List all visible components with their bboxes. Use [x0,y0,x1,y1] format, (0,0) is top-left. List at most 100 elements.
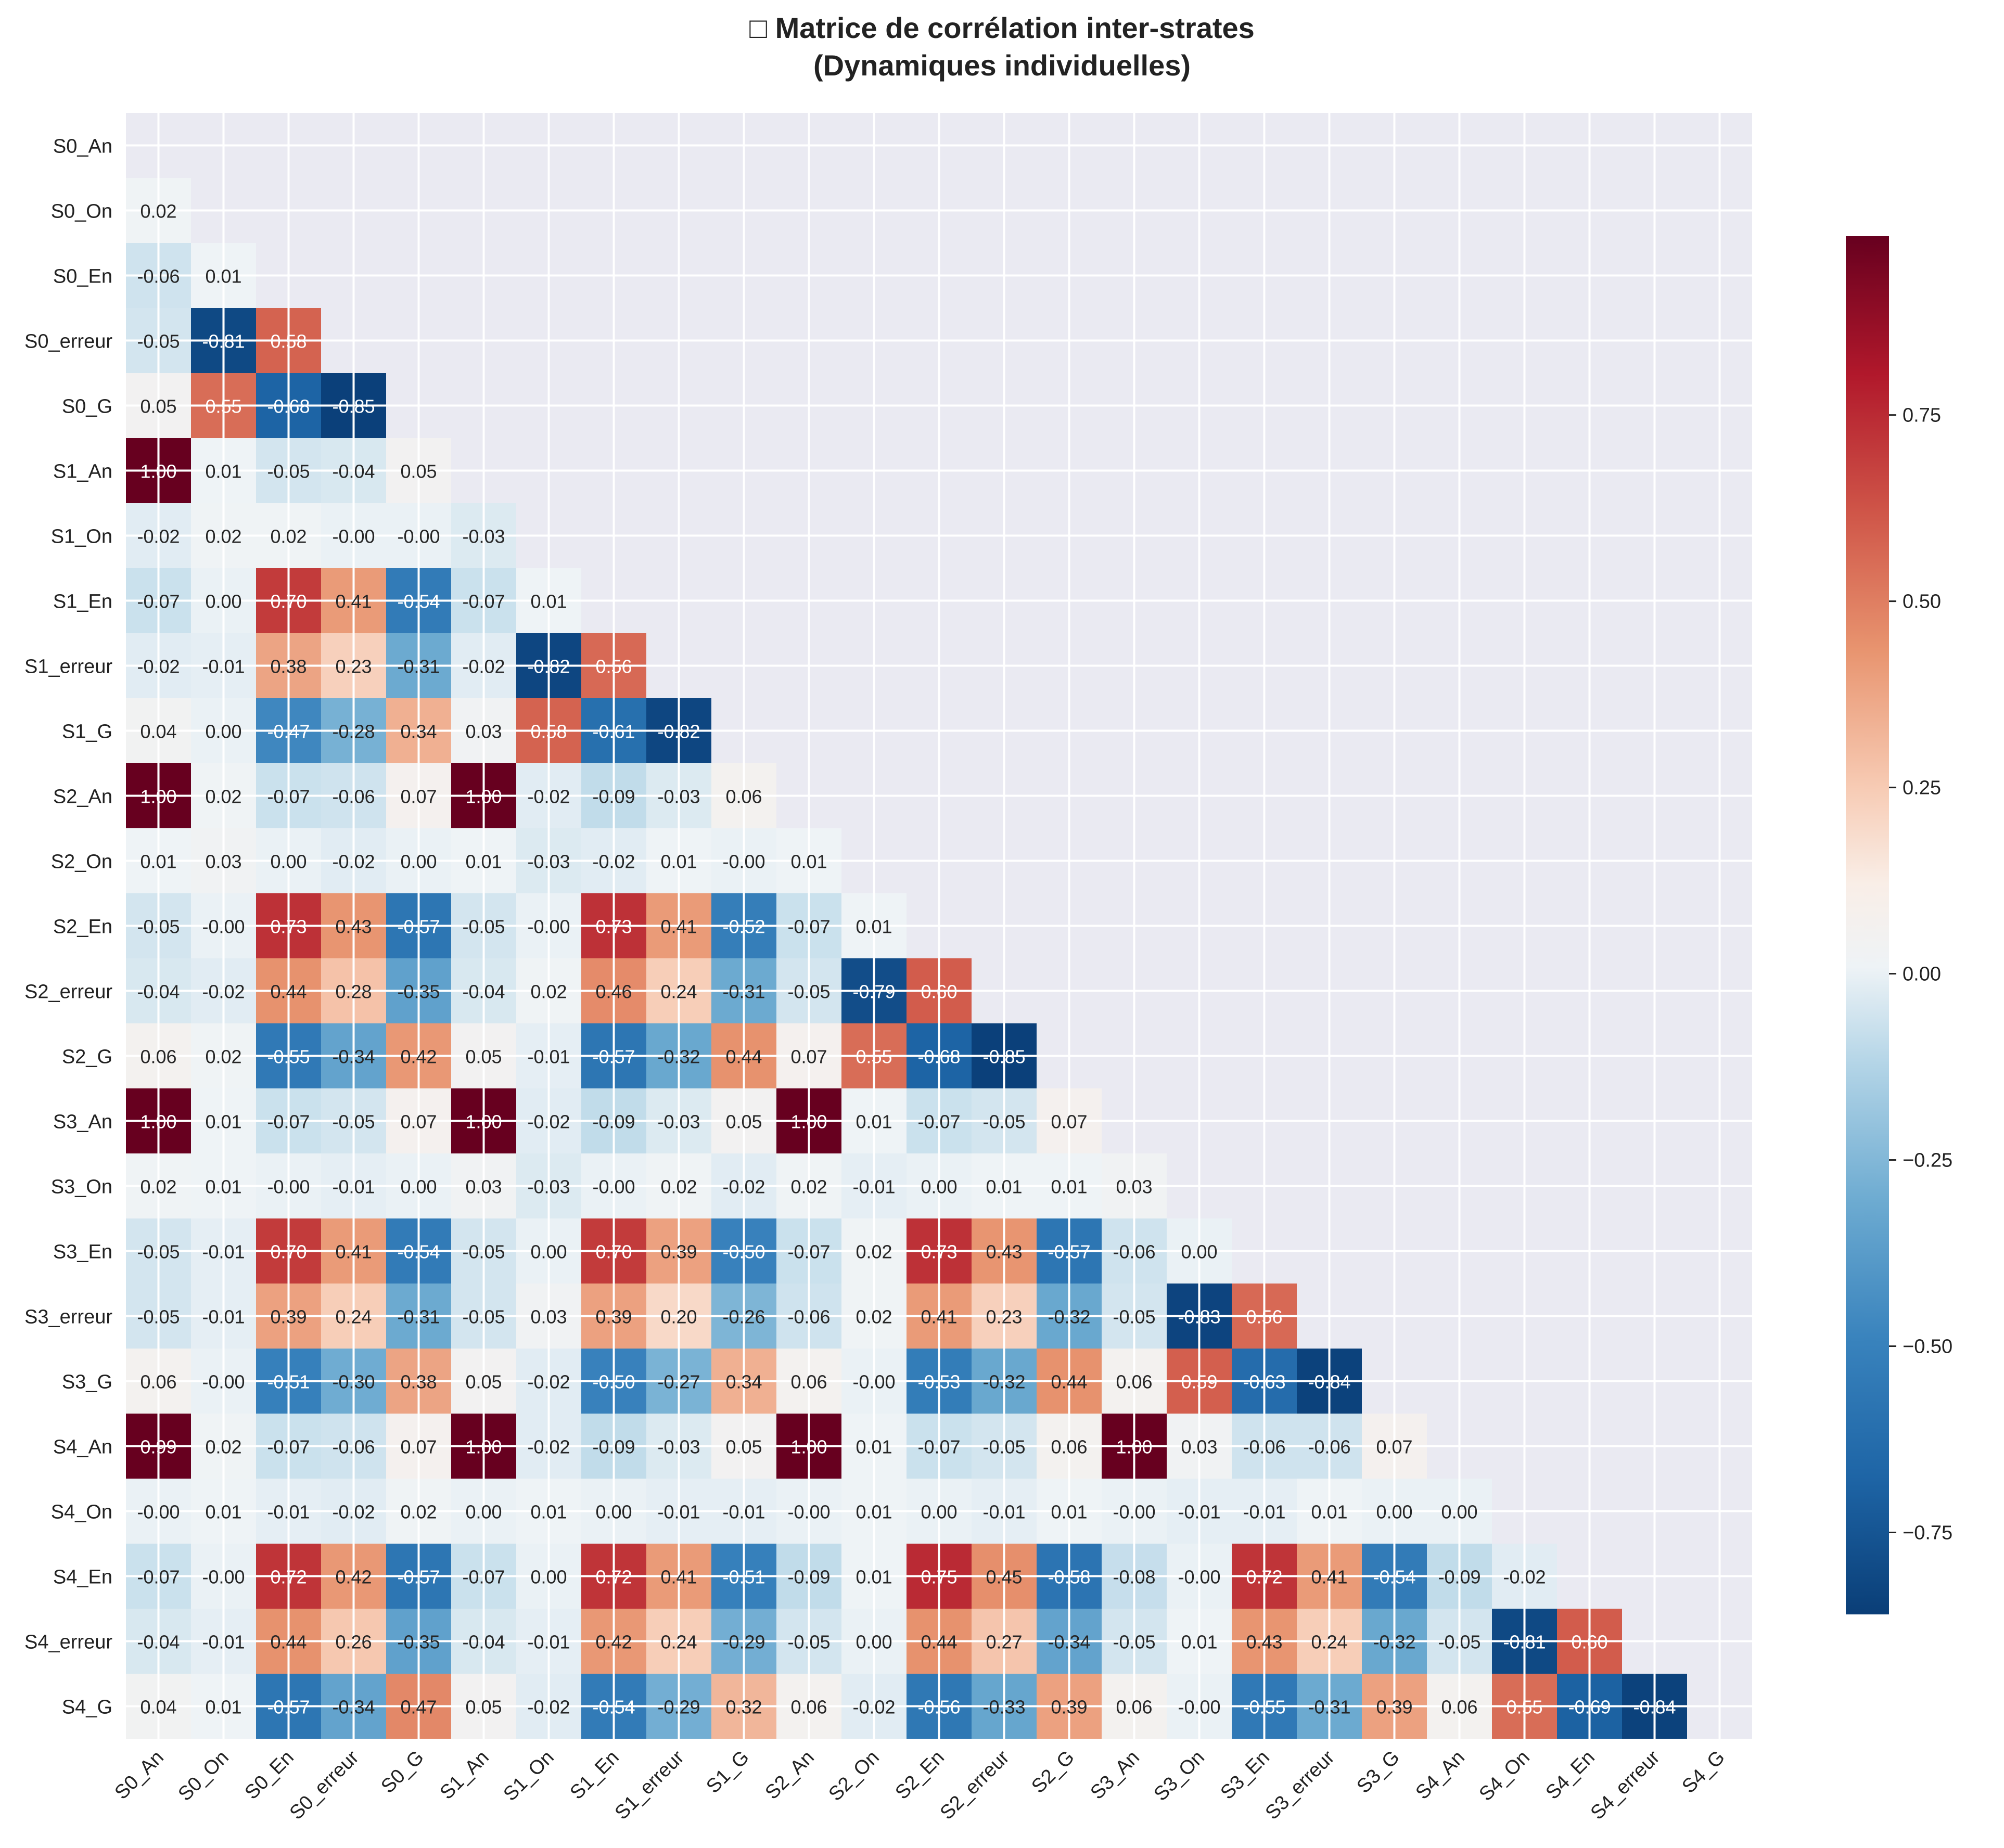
cell-value-label: -0.02 [332,1502,375,1523]
cell-value-label: -0.00 [202,1371,245,1393]
cell-value-label: -0.63 [1243,1371,1285,1393]
x-tick-label: S4_G [1678,1747,1729,1798]
x-tick-label: S1_On [500,1747,558,1805]
y-tick-label: S3_G [62,1371,112,1393]
cell-value-label: -0.26 [722,1306,765,1328]
cell-value-label: 0.73 [921,1241,957,1263]
y-tick-label: S1_En [53,591,112,613]
cell-value-label: 0.02 [790,1176,827,1198]
cell-value-label: -0.54 [397,591,440,612]
cell-value-label: -0.01 [202,1632,245,1653]
cell-value-label: 0.39 [1051,1697,1087,1718]
cell-value-label: -0.00 [332,526,375,547]
x-tick-label: S2_On [825,1747,884,1805]
cell-value-label: 0.00 [1441,1502,1477,1523]
cell-value-label: 0.01 [856,1567,892,1588]
cell-value-label: 0.32 [725,1697,762,1718]
y-tick-label: S1_On [51,526,112,548]
cell-value-label: -0.61 [592,721,635,742]
cell-value-label: -0.00 [722,851,765,872]
cell-value-label: 0.00 [856,1632,892,1653]
cell-value-label: -0.02 [137,656,180,677]
cell-value-label: -0.07 [137,591,180,612]
cell-value-label: -0.85 [332,396,375,417]
cell-value-label: 0.05 [465,1697,502,1718]
cell-value-label: -0.00 [137,1502,180,1523]
cell-value-label: -0.03 [527,1176,570,1198]
y-tick-label: S4_G [62,1697,112,1718]
cell-value-label: 0.56 [1246,1306,1282,1328]
x-tick-label: S3_On [1150,1747,1209,1805]
y-tick-label: S4_On [51,1502,112,1523]
cell-value-label: -0.07 [917,1436,960,1458]
cell-value-label: 0.73 [270,916,307,938]
cell-value-label: 0.03 [465,721,502,742]
cell-value-label: 0.26 [335,1632,372,1653]
cell-value-label: -0.04 [462,1632,505,1653]
cell-value-label: -0.02 [527,1371,570,1393]
cell-value-label: 0.59 [1181,1371,1217,1393]
cell-value-label: 0.00 [205,591,241,612]
cell-value-label: 0.07 [400,1111,437,1133]
cell-value-label: -0.00 [397,526,440,547]
cell-value-label: 0.56 [595,656,632,677]
cell-value-label: 0.46 [595,981,632,1003]
cell-value-label: -0.82 [657,721,700,742]
cell-value-label: 0.01 [205,266,241,287]
x-tick-label: S1_En [566,1747,623,1804]
cell-value-label: -0.05 [462,1241,505,1263]
cell-value-label: -0.00 [787,1502,830,1523]
cell-value-label: -0.01 [527,1046,570,1068]
cell-value-label: -0.06 [787,1306,830,1328]
cell-value-label: -0.31 [397,656,440,677]
cell-value-label: 0.00 [921,1176,957,1198]
cell-value-label: -0.00 [592,1176,635,1198]
cell-value-label: -0.84 [1633,1697,1676,1718]
cell-value-label: -0.00 [202,1567,245,1588]
cell-value-label: 0.43 [335,916,372,938]
cell-value-label: 0.07 [400,786,437,807]
cell-value-label: -0.05 [137,1306,180,1328]
cell-value-label: -0.02 [462,656,505,677]
cell-value-label: 0.58 [530,721,567,742]
cell-value-label: 0.60 [1571,1632,1607,1653]
title-text: Matrice de corrélation inter-strates [775,11,1255,44]
colorbar-tick-label: 0.00 [1903,964,1941,985]
cell-value-label: 0.06 [1116,1371,1152,1393]
cell-value-label: -0.05 [462,1306,505,1328]
cell-value-label: -0.06 [332,1436,375,1458]
colorbar-ticks: 0.75 0.50 0.25 0.00 −0.25 −0.50 −0.75 [1889,405,1952,1544]
cell-value-label: 1.00 [140,461,176,482]
cell-value-label: -0.57 [397,1567,440,1588]
y-tick-label: S3_On [51,1176,112,1198]
cell-value-label: 0.00 [595,1502,632,1523]
cell-value-label: 0.41 [660,916,697,938]
cell-value-label: -0.05 [267,461,310,482]
cell-value-label: -0.09 [1438,1567,1480,1588]
cell-value-label: -0.04 [137,981,180,1003]
cell-value-label: -0.32 [1373,1632,1415,1653]
cell-value-label: 1.00 [465,786,502,807]
cell-value-label: 0.44 [725,1046,762,1068]
cell-value-label: 0.01 [1181,1632,1217,1653]
cell-value-label: -0.52 [722,916,765,938]
cell-value-label: 0.01 [1051,1176,1087,1198]
cell-value-label: 1.00 [140,786,176,807]
cell-value-label: -0.07 [267,1436,310,1458]
cell-value-label: -0.02 [527,1436,570,1458]
cell-value-label: 0.01 [205,1176,241,1198]
cell-value-label: -0.09 [787,1567,830,1588]
cell-value-label: 0.06 [140,1046,176,1068]
cell-value-label: -0.06 [1113,1241,1155,1263]
cell-value-label: 0.00 [530,1241,567,1263]
cell-value-label: -0.07 [462,591,505,612]
cell-value-label: -0.01 [722,1502,765,1523]
cell-value-label: 0.02 [140,201,176,222]
cell-value-label: 0.23 [986,1306,1022,1328]
y-tick-label: S1_An [53,461,112,483]
cell-value-label: -0.00 [267,1176,310,1198]
cell-value-label: -0.07 [137,1567,180,1588]
cell-value-label: -0.01 [202,1241,245,1263]
cell-value-label: 0.07 [790,1046,827,1068]
y-tick-label: S2_erreur [24,981,112,1003]
